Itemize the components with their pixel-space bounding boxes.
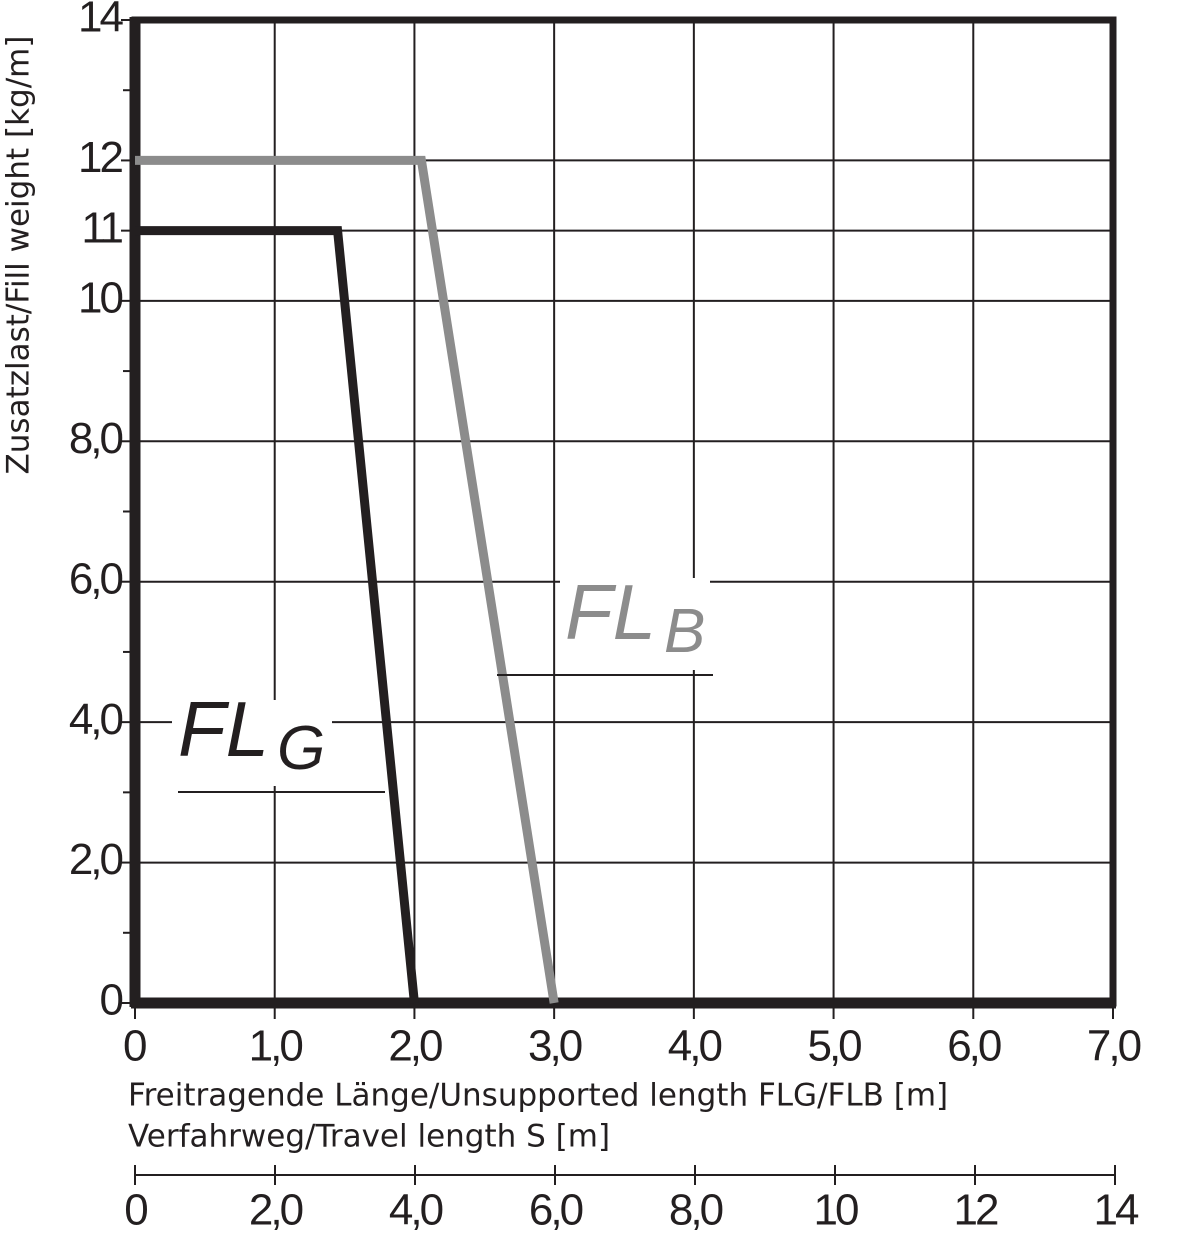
x2-tick-label: 12	[954, 1186, 998, 1235]
x2-axis-title: Verfahrweg/Travel length S [m]	[128, 1119, 610, 1155]
x2-tick-label: 0	[124, 1186, 147, 1235]
x2-tick-label: 4,0	[389, 1186, 443, 1235]
x2-tick-label: 6,0	[529, 1186, 583, 1235]
series-line	[135, 155, 559, 1004]
x-tick-label: 7,0	[1087, 1022, 1141, 1071]
y-tick-label: 6,0	[69, 554, 123, 603]
series-line	[135, 226, 419, 1004]
x-tick-label: 4,0	[668, 1022, 722, 1071]
x-tick-label: 0	[123, 1022, 146, 1071]
series-label: FL B	[565, 568, 705, 667]
plot-frame	[131, 16, 1117, 1007]
x2-tick-label: 14	[1094, 1186, 1139, 1235]
series-subscript: B	[664, 597, 705, 666]
x-tick-label: 2,0	[388, 1022, 442, 1071]
y-tick-label: 12	[78, 133, 122, 182]
x-axis-title: Freitragende Länge/Unsupported length FL…	[128, 1078, 948, 1114]
label-backdrop	[560, 578, 710, 670]
y-tick-label: 4,0	[69, 695, 123, 744]
y-tick-label: 2,0	[69, 835, 123, 884]
x-tick-label: 1,0	[249, 1022, 303, 1071]
y-tick-label: 8,0	[69, 414, 123, 463]
y-tick-label: 0	[100, 976, 123, 1025]
x2-tick-label: 2,0	[249, 1186, 303, 1235]
y-axis-title: Zusatzlast/Fill weight [kg/m]	[1, 36, 37, 475]
series-subscript: G	[277, 714, 325, 783]
y-tick-label: 11	[81, 203, 122, 252]
series-label: FL G	[178, 685, 325, 784]
y-tick-label: 10	[78, 273, 122, 322]
y-tick-label: 14	[78, 0, 123, 42]
x-tick-label: 3,0	[528, 1022, 582, 1071]
series-name: FL	[565, 568, 656, 656]
x2-tick-label: 8,0	[669, 1186, 723, 1235]
x2-tick-label: 10	[814, 1186, 858, 1235]
series-name: FL	[178, 685, 269, 773]
label-backdrop	[172, 700, 332, 786]
x-tick-label: 5,0	[807, 1022, 861, 1071]
x-tick-label: 6,0	[947, 1022, 1001, 1071]
